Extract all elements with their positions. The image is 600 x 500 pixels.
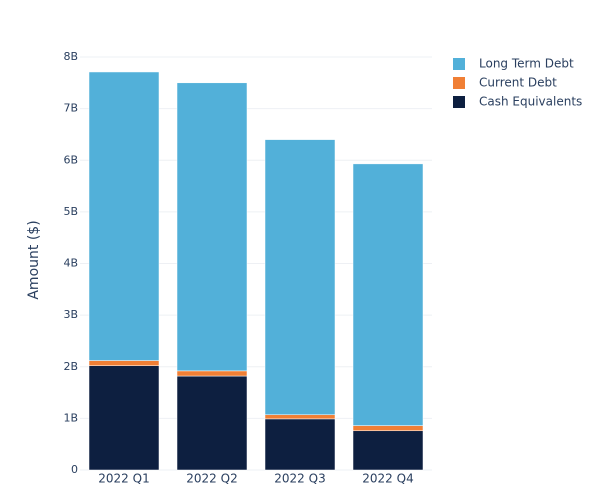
y-tick-label: 7B bbox=[63, 102, 78, 115]
bar-segment bbox=[88, 360, 160, 366]
legend-label: Current Debt bbox=[479, 76, 557, 90]
bar-segment bbox=[264, 139, 336, 416]
y-tick-label: 0 bbox=[71, 463, 78, 476]
y-tick-label: 4B bbox=[63, 257, 78, 270]
bar-segment bbox=[352, 425, 424, 432]
y-tick-label: 3B bbox=[63, 308, 78, 321]
y-tick-label: 2B bbox=[63, 360, 78, 373]
bar-segment bbox=[264, 414, 336, 420]
y-tick-label: 8B bbox=[63, 50, 78, 63]
bar-segment bbox=[88, 365, 160, 471]
bar-segment bbox=[176, 375, 248, 471]
bar-segment bbox=[264, 418, 336, 471]
x-tick-label: 2022 Q2 bbox=[186, 472, 237, 486]
legend-label: Cash Equivalents bbox=[479, 95, 582, 109]
legend-swatch bbox=[453, 77, 465, 89]
x-tick-label: 2022 Q3 bbox=[274, 472, 325, 486]
y-tick-label: 5B bbox=[63, 205, 78, 218]
legend-label: Long Term Debt bbox=[479, 57, 574, 71]
bar-segment bbox=[352, 430, 424, 471]
x-tick-label: 2022 Q4 bbox=[362, 472, 413, 486]
x-tick-label: 2022 Q1 bbox=[98, 472, 149, 486]
bar-segment bbox=[176, 370, 248, 377]
y-tick-label: 6B bbox=[63, 153, 78, 166]
y-axis-title: Amount ($) bbox=[26, 220, 42, 299]
legend-swatch bbox=[453, 96, 465, 108]
bar-segment bbox=[352, 163, 424, 426]
legend-swatch bbox=[453, 58, 465, 70]
bar-segment bbox=[88, 71, 160, 361]
y-tick-label: 1B bbox=[63, 411, 78, 424]
bar-segment bbox=[176, 82, 248, 372]
